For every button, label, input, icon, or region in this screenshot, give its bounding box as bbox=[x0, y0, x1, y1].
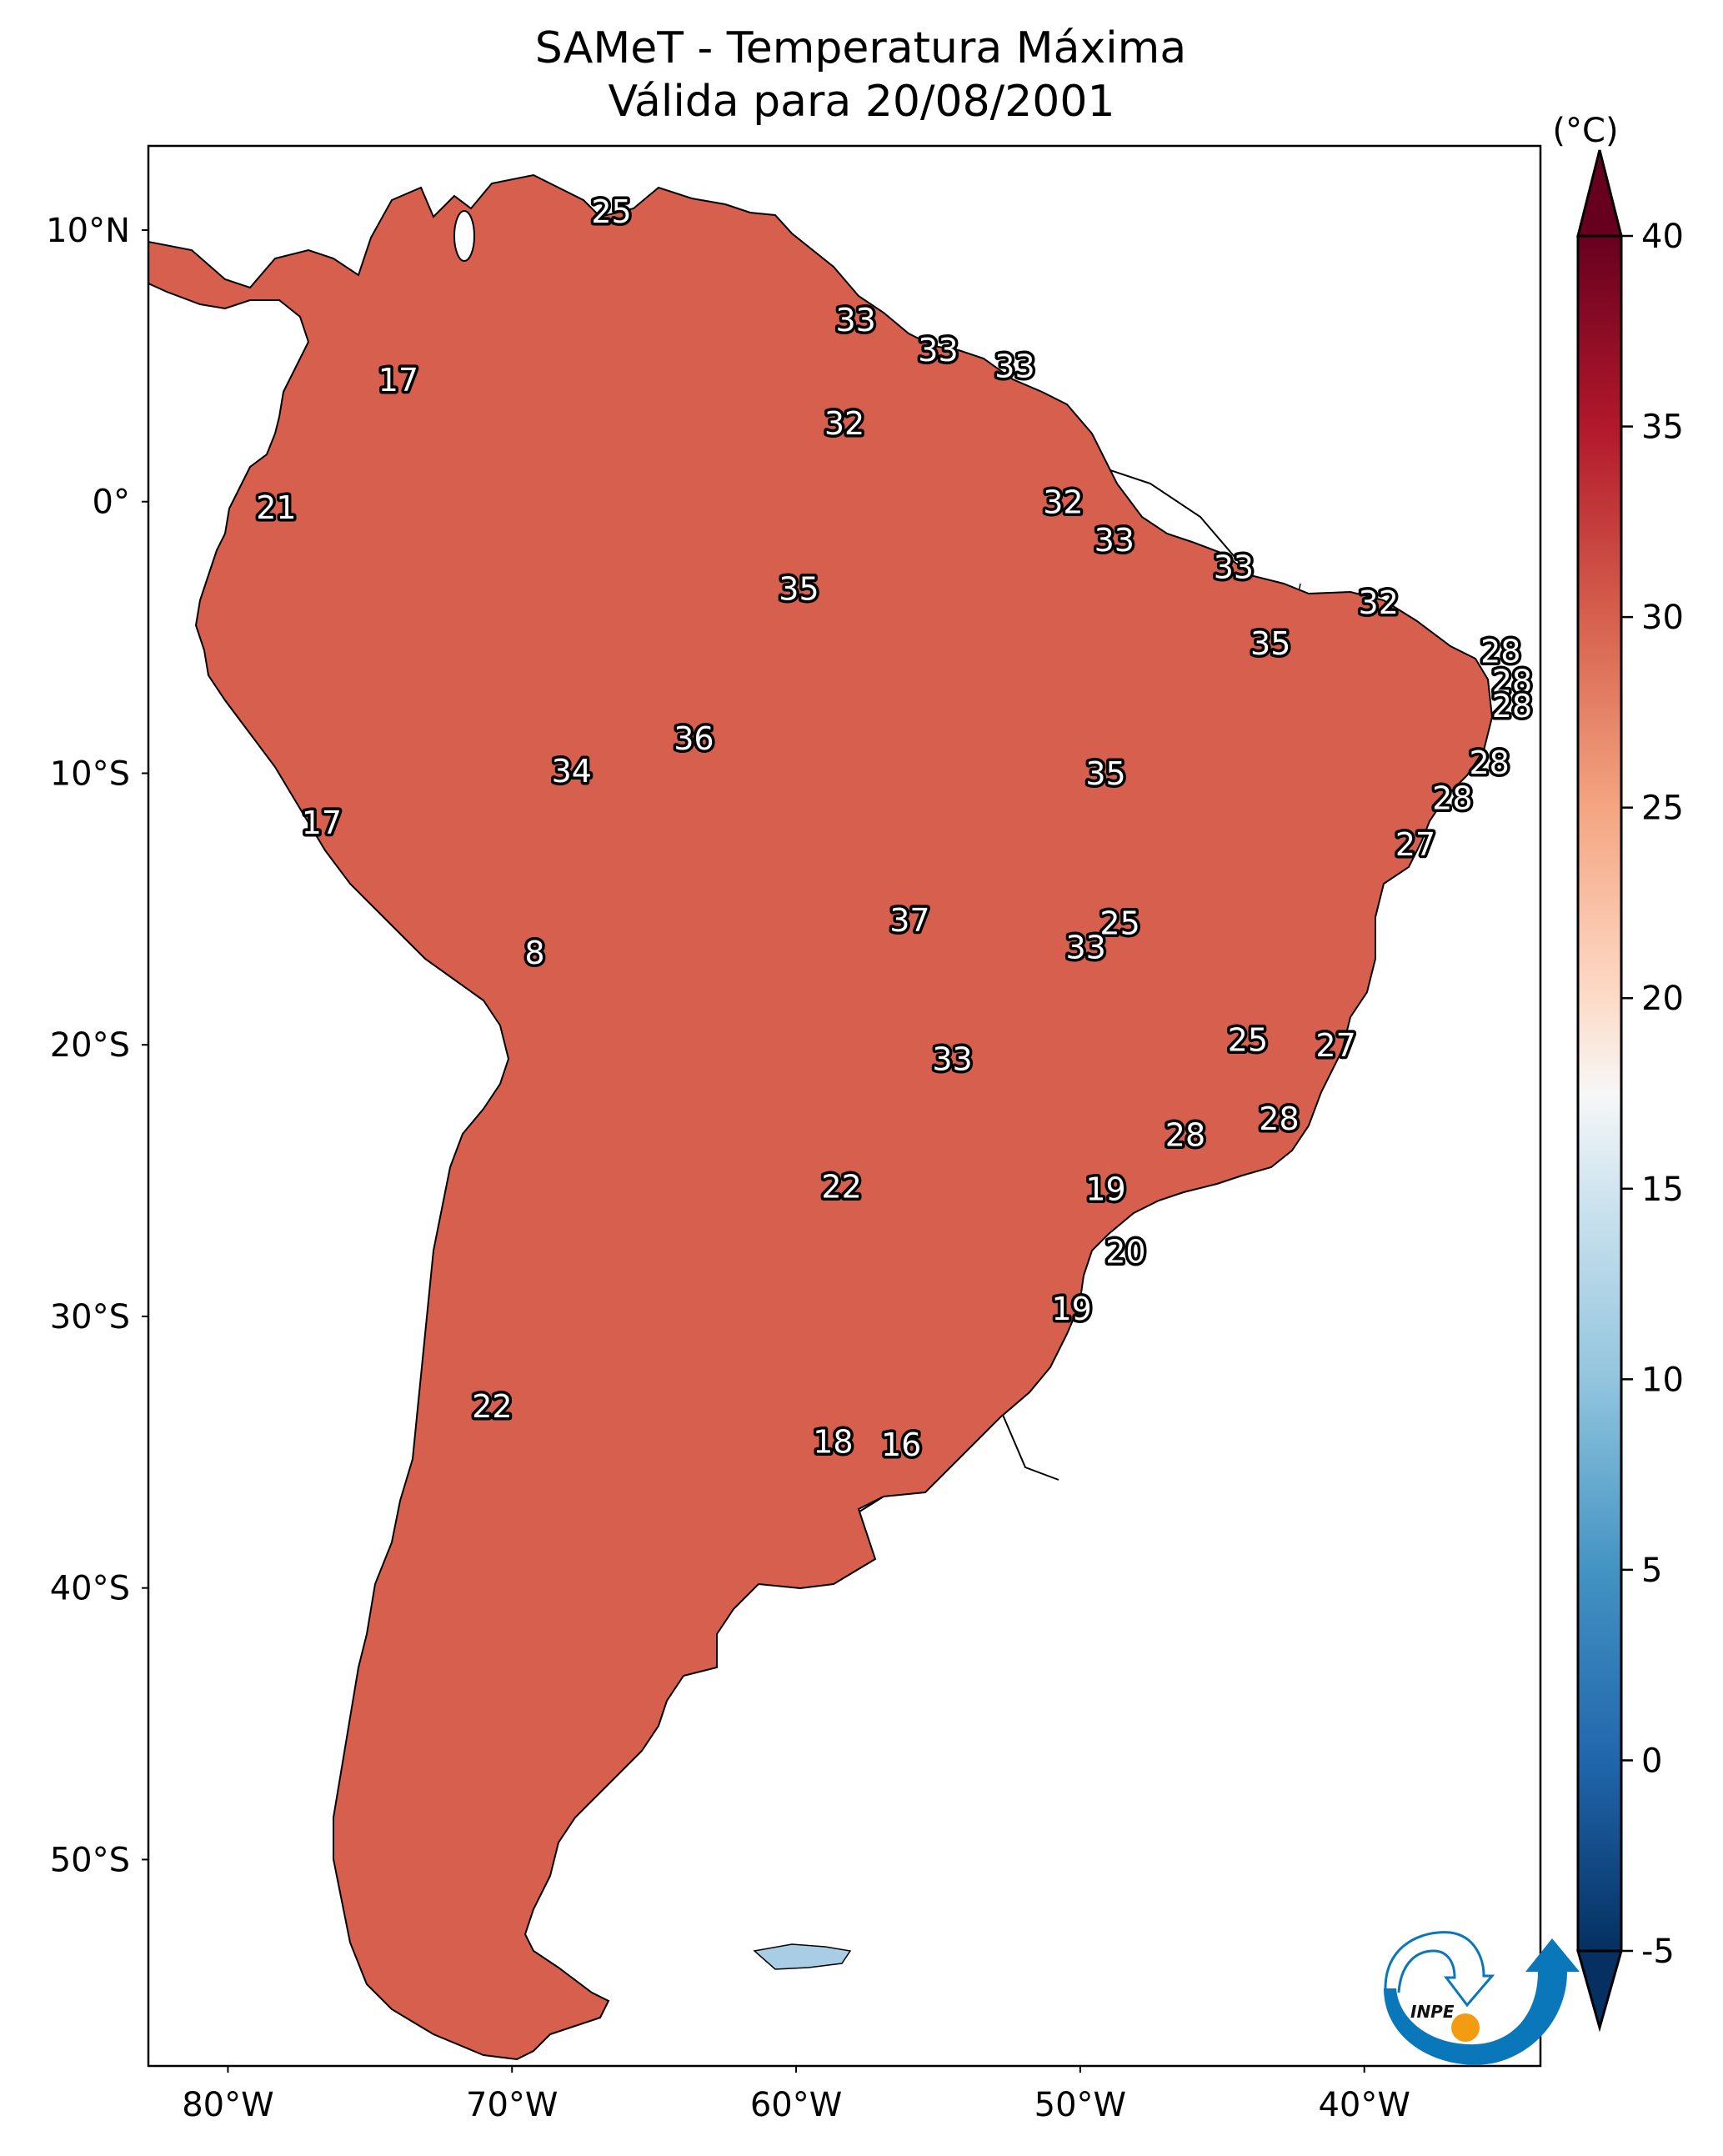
x-axis: 80°W 70°W 60°W 50°W 40°W bbox=[182, 2066, 1410, 2124]
temperature-label: 25 bbox=[1228, 1021, 1268, 1058]
y-tick-label: 30°S bbox=[50, 1298, 130, 1336]
temperature-label: 18 bbox=[813, 1424, 853, 1461]
temperature-label: 33 bbox=[1214, 549, 1254, 586]
temperature-label: 33 bbox=[994, 348, 1034, 385]
colorbar-tick-label: 25 bbox=[1641, 790, 1684, 828]
temperature-label: 22 bbox=[472, 1388, 512, 1425]
colorbar-tick-label: -5 bbox=[1641, 1933, 1675, 1971]
logo-text: INPE bbox=[1410, 2002, 1455, 2022]
colorbar: (°C) 40 35 30 25 20 15 10 5 0 -5 bbox=[1552, 112, 1684, 2033]
temperature-label: 32 bbox=[824, 405, 864, 442]
temperature-label: 33 bbox=[932, 1040, 972, 1077]
temperature-label: 19 bbox=[1051, 1291, 1091, 1327]
temperature-label: 35 bbox=[779, 571, 819, 608]
colorbar-extend-bottom bbox=[1576, 1949, 1623, 2033]
temperature-label: 17 bbox=[302, 805, 342, 841]
logo-arrow-icon bbox=[1384, 1931, 1495, 2008]
colorbar-tick-label: 20 bbox=[1641, 980, 1684, 1018]
inpe-logo: INPE bbox=[1384, 1931, 1580, 2065]
x-tick-label: 50°W bbox=[1034, 2086, 1126, 2124]
colorbar-tick-label: 35 bbox=[1641, 409, 1684, 447]
x-tick-label: 70°W bbox=[466, 2086, 558, 2124]
temperature-label: 27 bbox=[1315, 1027, 1355, 1064]
temperature-label: 28 bbox=[1469, 745, 1509, 781]
temperature-label: 32 bbox=[1359, 584, 1399, 621]
temperature-label: 33 bbox=[1066, 930, 1106, 966]
lake-maracaibo bbox=[453, 210, 475, 262]
temperature-label: 35 bbox=[1085, 755, 1125, 792]
x-tick-label: 40°W bbox=[1318, 2086, 1410, 2124]
chart-subtitle: Válida para 20/08/2001 bbox=[608, 77, 1115, 127]
falkland-islands bbox=[753, 1943, 852, 1970]
colorbar-tick-label: 10 bbox=[1641, 1361, 1684, 1399]
chart-title: SAMeT - Temperatura Máxima bbox=[534, 23, 1187, 73]
y-tick-label: 50°S bbox=[50, 1841, 130, 1879]
colorbar-tick-label: 30 bbox=[1641, 599, 1684, 637]
temperature-label: 37 bbox=[889, 902, 929, 939]
temperature-label: 33 bbox=[1094, 522, 1134, 559]
temperature-label: 19 bbox=[1085, 1171, 1125, 1208]
x-tick-label: 60°W bbox=[750, 2086, 842, 2124]
y-tick-label: 20°S bbox=[50, 1026, 130, 1065]
y-tick-label: 0° bbox=[93, 484, 130, 522]
temperature-label: 28 bbox=[1492, 663, 1532, 699]
colorbar-units: (°C) bbox=[1552, 112, 1618, 150]
y-tick-label: 40°S bbox=[50, 1570, 130, 1608]
colorbar-extend-top bbox=[1576, 149, 1623, 238]
y-axis: 10°N 0° 10°S 20°S 30°S 40°S 50°S bbox=[46, 212, 148, 1879]
temperature-label: 32 bbox=[1043, 484, 1083, 520]
temperature-label: 8 bbox=[524, 935, 544, 971]
temperature-label: 22 bbox=[821, 1168, 861, 1205]
temperature-label: 16 bbox=[881, 1426, 921, 1463]
temperature-label: 28 bbox=[1165, 1116, 1205, 1153]
temperature-label: 17 bbox=[378, 362, 418, 399]
temperature-label: 20 bbox=[1105, 1234, 1145, 1271]
temperature-label: 28 bbox=[1432, 780, 1472, 817]
map-frame bbox=[147, 144, 1542, 2068]
colorbar-tick-label: 5 bbox=[1641, 1552, 1662, 1590]
temperature-label: 25 bbox=[591, 193, 631, 230]
temperature-label: 36 bbox=[674, 720, 714, 757]
temperature-label: 28 bbox=[1492, 688, 1532, 725]
logo-swoosh-icon bbox=[1384, 1938, 1580, 2065]
temperature-label: 34 bbox=[552, 753, 592, 790]
temperature-label: 28 bbox=[1259, 1101, 1299, 1137]
x-tick-label: 80°W bbox=[182, 2086, 273, 2124]
y-tick-label: 10°N bbox=[46, 212, 130, 250]
colorbar-tick-label: 15 bbox=[1641, 1171, 1684, 1209]
y-tick-label: 10°S bbox=[50, 755, 130, 793]
temperature-label: 35 bbox=[1250, 625, 1290, 662]
temperature-label: 33 bbox=[918, 332, 958, 369]
temperature-label: 27 bbox=[1395, 826, 1435, 863]
temperature-label: 33 bbox=[835, 302, 875, 338]
temperature-label: 21 bbox=[256, 489, 296, 526]
colorbar-body bbox=[1576, 234, 1623, 1953]
temperature-label: 28 bbox=[1480, 634, 1520, 670]
temperature-label: 25 bbox=[1099, 905, 1139, 941]
colorbar-tick-label: 40 bbox=[1641, 218, 1684, 256]
logo-sun-icon bbox=[1451, 2013, 1480, 2042]
colorbar-ticks: 40 35 30 25 20 15 10 5 0 -5 bbox=[1621, 218, 1684, 1971]
colorbar-tick-label: 0 bbox=[1641, 1742, 1662, 1780]
